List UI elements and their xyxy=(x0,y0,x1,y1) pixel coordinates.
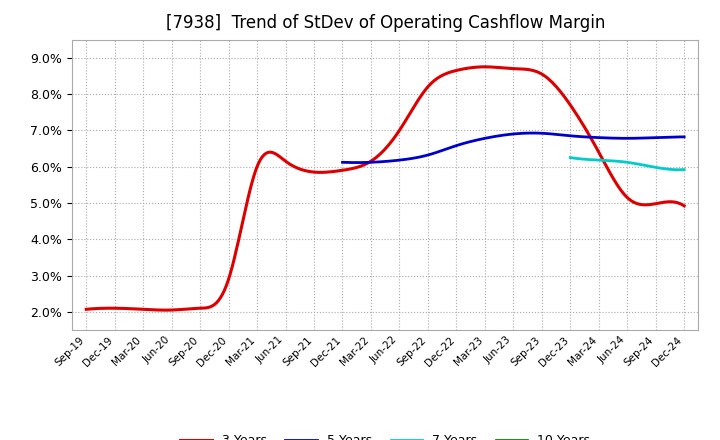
3 Years xyxy=(162,308,171,313)
7 Years xyxy=(669,167,678,172)
7 Years xyxy=(634,161,642,167)
3 Years xyxy=(84,307,93,312)
3 Years xyxy=(480,64,488,70)
Line: 7 Years: 7 Years xyxy=(570,158,684,170)
5 Years xyxy=(543,131,552,136)
3 Years xyxy=(82,307,91,312)
7 Years xyxy=(634,161,642,167)
5 Years xyxy=(549,132,558,137)
7 Years xyxy=(675,167,683,172)
5 Years xyxy=(352,160,361,165)
5 Years xyxy=(338,160,347,165)
3 Years xyxy=(680,203,688,209)
5 Years xyxy=(528,130,536,136)
5 Years xyxy=(680,134,688,139)
7 Years xyxy=(566,155,575,160)
7 Years xyxy=(567,155,575,160)
3 Years xyxy=(628,199,636,204)
3 Years xyxy=(590,141,598,147)
5 Years xyxy=(339,160,348,165)
Line: 3 Years: 3 Years xyxy=(86,67,684,310)
Title: [7938]  Trend of StDev of Operating Cashflow Margin: [7938] Trend of StDev of Operating Cashf… xyxy=(166,15,605,33)
7 Years xyxy=(636,162,644,167)
Line: 5 Years: 5 Years xyxy=(343,133,684,162)
3 Years xyxy=(438,73,446,78)
3 Years xyxy=(450,68,459,73)
5 Years xyxy=(544,131,552,136)
5 Years xyxy=(650,135,659,140)
7 Years xyxy=(662,166,670,172)
Legend: 3 Years, 5 Years, 7 Years, 10 Years: 3 Years, 5 Years, 7 Years, 10 Years xyxy=(176,429,595,440)
3 Years xyxy=(440,72,449,77)
7 Years xyxy=(680,167,688,172)
5 Years xyxy=(629,136,637,141)
